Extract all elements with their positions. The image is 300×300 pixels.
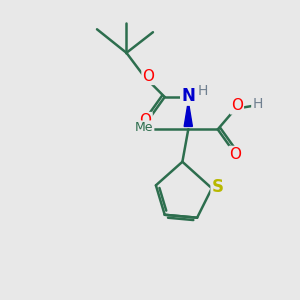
Text: O: O	[231, 98, 243, 113]
Polygon shape	[184, 101, 192, 126]
Text: O: O	[230, 147, 242, 162]
Text: N: N	[181, 86, 195, 104]
Text: Me: Me	[135, 122, 153, 134]
Text: O: O	[140, 113, 152, 128]
Text: H: H	[198, 84, 208, 98]
Text: S: S	[212, 178, 224, 196]
Text: H: H	[252, 98, 263, 111]
Text: O: O	[142, 69, 154, 84]
